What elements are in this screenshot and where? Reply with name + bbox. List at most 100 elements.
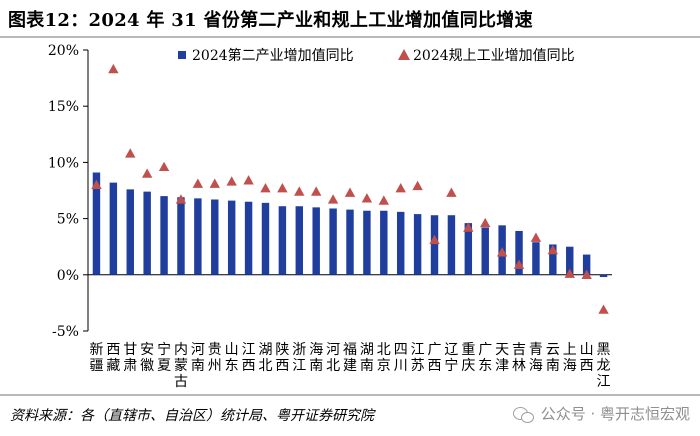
y-tick-label: 5%: [57, 212, 79, 228]
x-tick-label: 甘肃: [123, 342, 137, 374]
chart-svg: 20% 15% 10% 5% 0% -5% 新疆西藏甘肃安徽宁夏内蒙古河南贵州山东江西湖北陕…: [48, 43, 612, 390]
marker-point: [429, 234, 440, 245]
wechat-icon: [512, 406, 535, 423]
marker-point: [209, 178, 220, 188]
marker-point: [378, 195, 390, 205]
x-tick-label: 上海: [563, 342, 577, 374]
x-tick-label: 四川: [394, 342, 408, 374]
marker-point: [480, 217, 491, 228]
x-tick-label: 内蒙古: [174, 342, 188, 390]
x-tick-label: 海南: [309, 342, 323, 374]
x-tick-label: 北京: [377, 342, 391, 374]
chart-title: 图表12：2024 年 31 省份第二产业和规上工业增加值同比增速: [8, 10, 533, 31]
legend-swatch-marker: [398, 49, 410, 60]
bar: [244, 201, 253, 275]
x-tick-label: 广东: [478, 342, 492, 374]
marker-point: [243, 175, 254, 185]
marker-point: [327, 194, 339, 204]
footer: 资料来源：各（直辖市、自治区）统计局、粤开证券研究院 公众号 · 粤开志恒宏观: [0, 394, 700, 436]
bar: [126, 189, 134, 275]
x-tick-label: 黑龙江: [597, 342, 611, 390]
x-tick-label: 河北: [326, 342, 340, 374]
bar: [566, 246, 574, 275]
x-tick-label: 陕西: [275, 342, 289, 374]
x-tick-label: 浙江: [292, 342, 306, 374]
marker-point: [564, 268, 575, 278]
marker-point: [141, 168, 153, 178]
x-tick-label: 西藏: [106, 342, 120, 374]
watermark: 公众号 · 粤开志恒宏观: [512, 403, 690, 424]
marker-point: [395, 183, 406, 193]
marker-point: [530, 232, 542, 242]
bar: [447, 215, 456, 275]
bar: [549, 244, 557, 275]
bar: [515, 230, 523, 275]
bar: [582, 254, 591, 275]
bar: [109, 182, 118, 275]
bar: [396, 211, 405, 275]
title-bar: 图表12：2024 年 31 省份第二产业和规上工业增加值同比增速: [0, 0, 700, 38]
bar: [211, 199, 219, 275]
marker-point: [412, 180, 423, 191]
bar: [464, 223, 473, 275]
marker-point: [547, 244, 559, 255]
marker-point: [344, 187, 356, 197]
marker-point: [260, 183, 271, 193]
x-tick-label: 新疆: [89, 342, 103, 374]
bar: [599, 274, 608, 278]
x-tick-label: 重庆: [461, 342, 475, 374]
y-tick-label: 0%: [57, 268, 79, 284]
x-tick-label: 天津: [495, 342, 509, 374]
bar: [413, 214, 422, 275]
x-tick-label: 云南: [546, 342, 560, 374]
x-tick-label: 安徽: [140, 342, 154, 374]
x-tick-label: 吉林: [512, 342, 526, 374]
x-tick-label: 宁夏: [157, 341, 171, 374]
bar: [481, 227, 489, 275]
marker-point: [158, 161, 170, 172]
bar: [227, 200, 236, 275]
x-tick-label: 河南: [191, 342, 205, 374]
marker-point: [446, 187, 457, 197]
x-tick-label: 贵州: [208, 342, 222, 374]
watermark-text: 公众号 · 粤开志恒宏观: [540, 405, 690, 423]
x-tick-label: 江苏: [411, 342, 425, 374]
bar: [261, 202, 270, 275]
bar: [143, 191, 151, 275]
bar: [160, 196, 168, 275]
marker-point: [125, 148, 136, 158]
bar: [278, 206, 287, 275]
bar: [380, 210, 388, 275]
bar: [177, 197, 185, 275]
bar: [92, 172, 101, 275]
marker-point: [192, 178, 204, 188]
x-tick-label: 湖南: [360, 342, 374, 374]
x-tick-label: 广西: [428, 342, 442, 374]
x-tick-label: 江西: [242, 342, 256, 374]
bar: [430, 215, 439, 275]
y-tick-label: -5%: [52, 324, 79, 340]
bar: [363, 210, 371, 275]
legend-swatch-bar: [178, 51, 186, 59]
x-tick-label: 福建: [343, 342, 357, 374]
bar: [346, 209, 354, 275]
chart-area: 20% 15% 10% 5% 0% -5% 新疆 西藏 甘肃 安徽 宁夏 内蒙古 河南 贵州 山东 江西 湖北陕…: [0, 38, 700, 394]
bar: [295, 206, 304, 275]
marker-point: [581, 269, 592, 279]
legend-label-marker: 2024规上工业增加值同比: [413, 48, 575, 64]
marker-point: [463, 222, 474, 232]
marker-point: [361, 193, 373, 203]
marker-point: [277, 183, 288, 193]
y-tick-label: 20%: [48, 43, 79, 59]
marker-point: [513, 259, 525, 269]
legend-label-bar: 2024第二产业增加值同比: [192, 47, 354, 64]
marker-point: [175, 194, 187, 204]
marker-point: [108, 63, 119, 74]
marker-point: [496, 247, 508, 257]
marker-point: [598, 304, 609, 314]
y-tick-label: 10%: [48, 155, 79, 171]
x-tick-label: 山东: [225, 342, 239, 374]
x-tick-label: 湖北: [258, 342, 272, 374]
marker-point: [294, 186, 305, 196]
marker-point: [91, 179, 102, 190]
